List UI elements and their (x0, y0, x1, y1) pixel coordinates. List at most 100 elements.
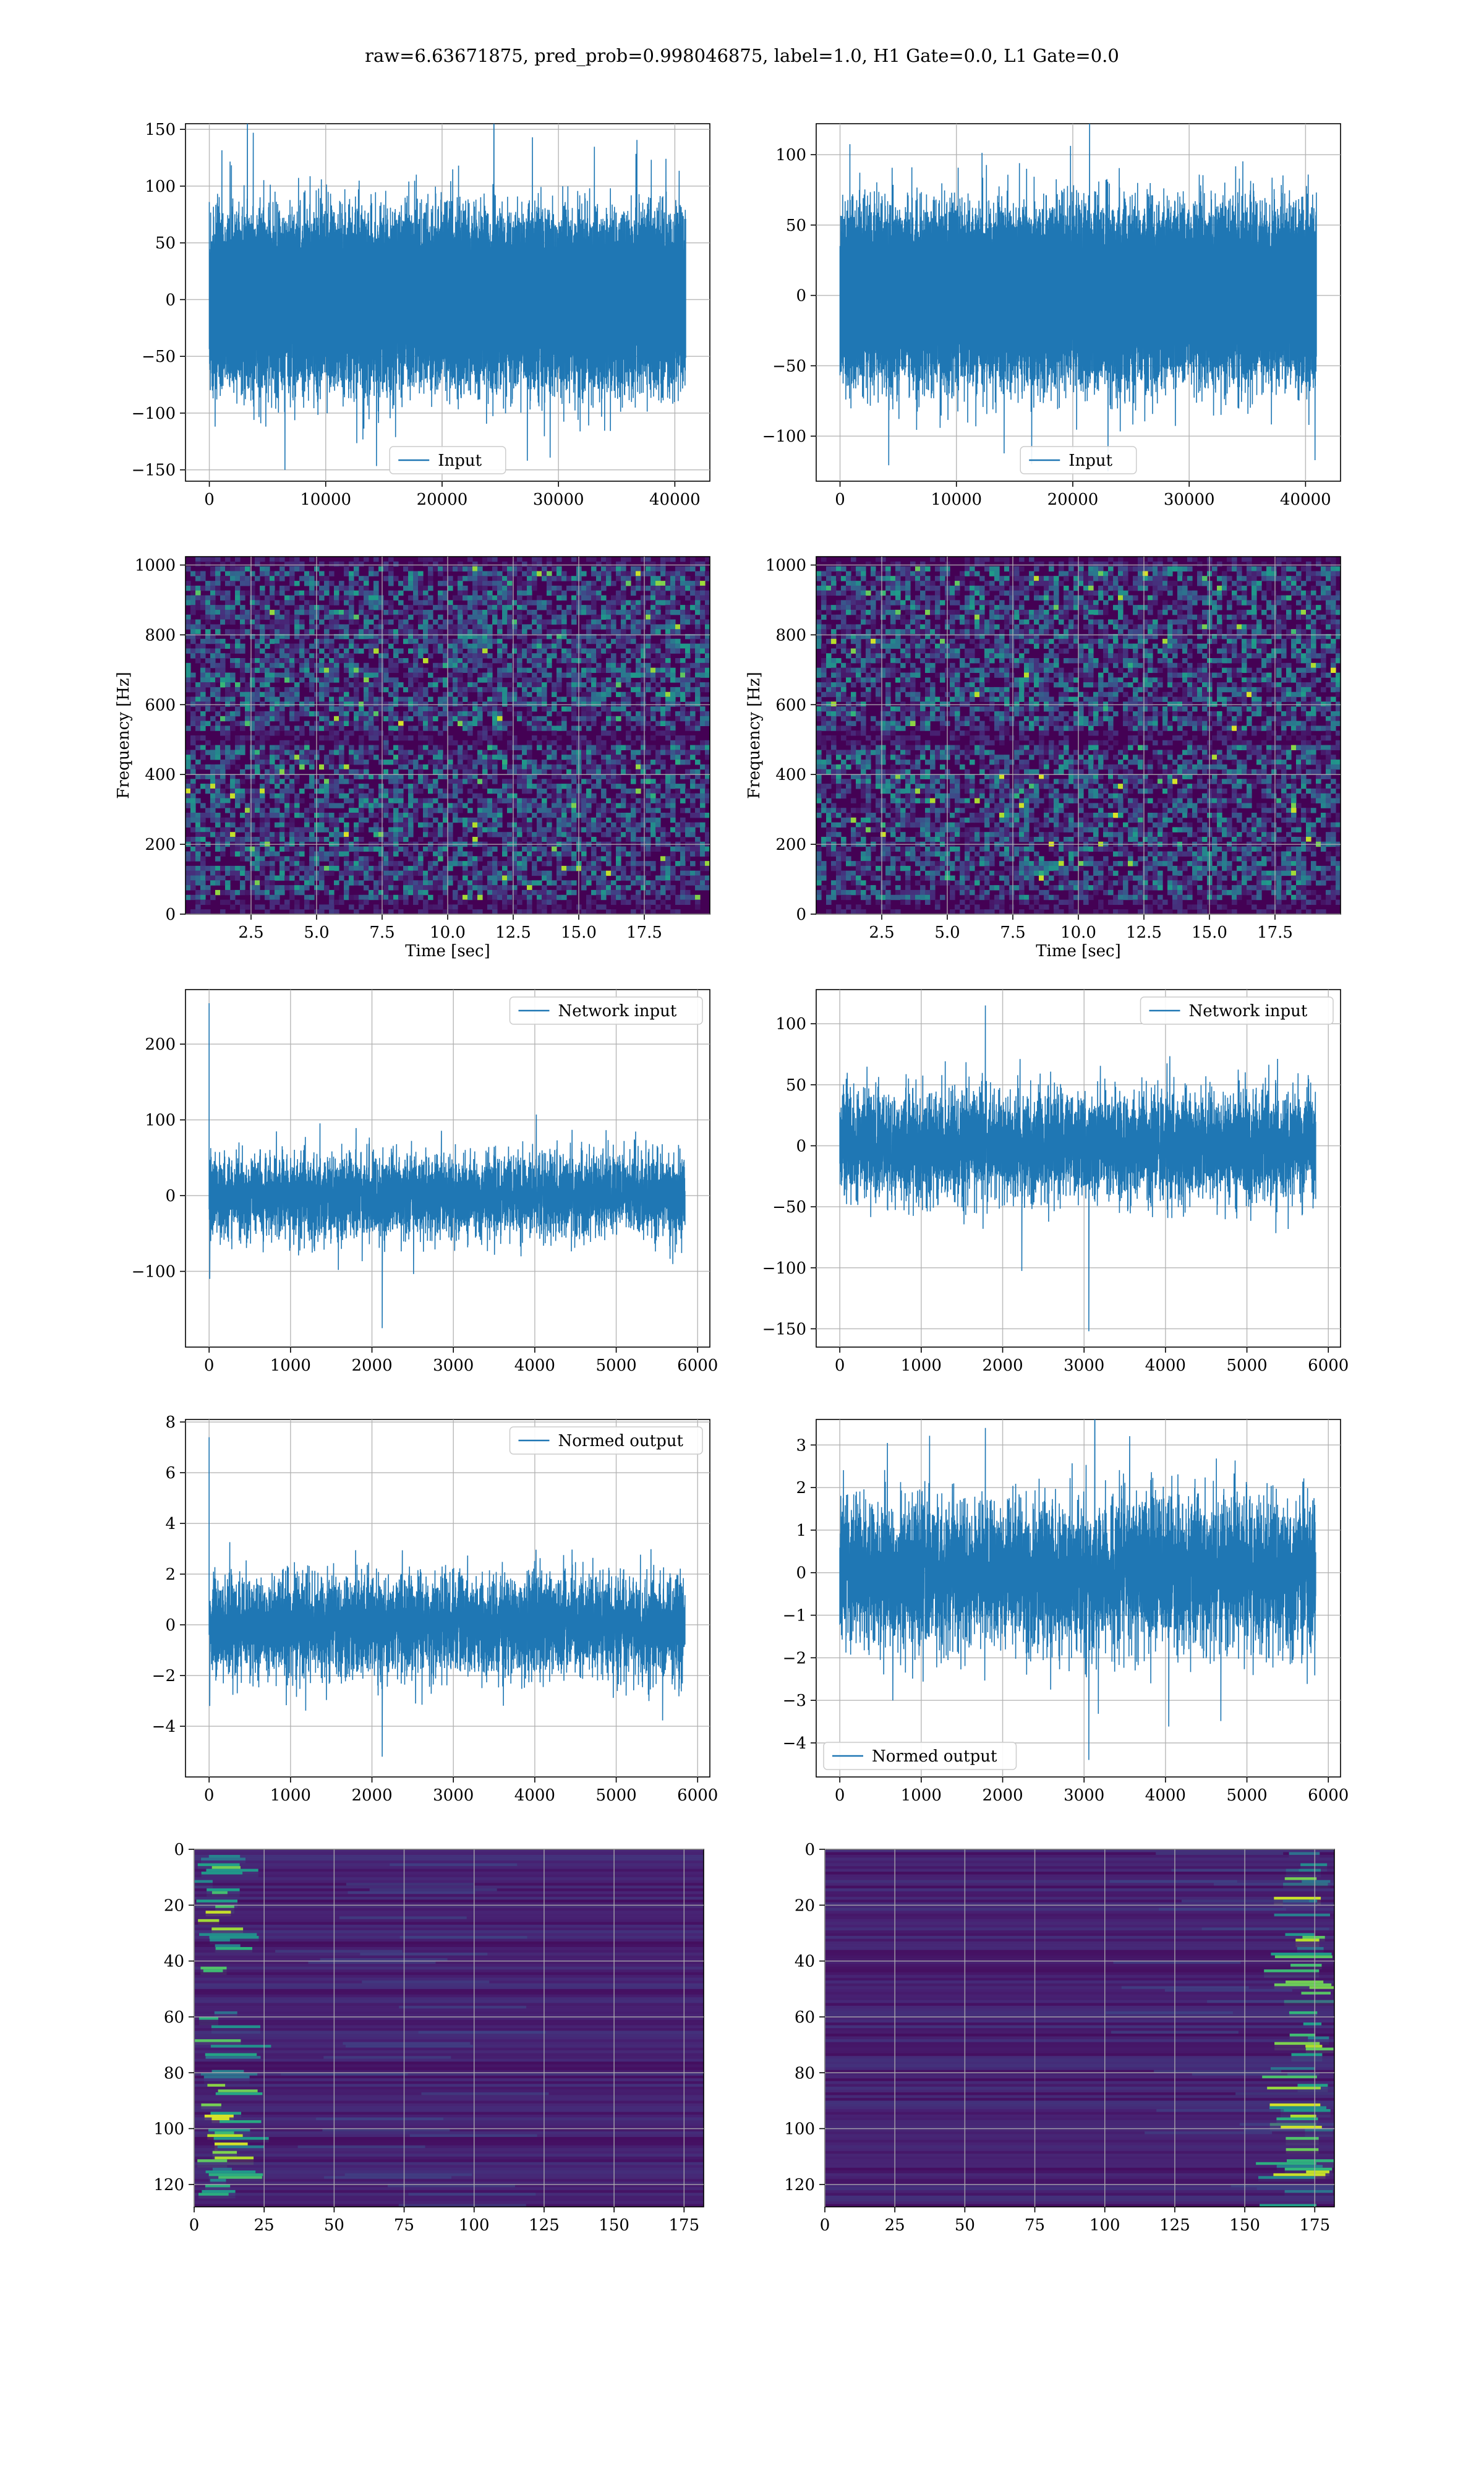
heatmap-cell (606, 687, 612, 693)
heatmap-cell (665, 581, 671, 586)
heatmap-cell (230, 716, 236, 722)
heatmap-cell (349, 662, 354, 669)
heatmap-cell (601, 667, 607, 673)
heatmap-cell (433, 687, 438, 693)
heatmap-cell (695, 672, 701, 678)
heatmap-cell (596, 889, 602, 896)
heatmap-cell (606, 619, 612, 625)
heatmap-cell (685, 566, 691, 571)
heatmap-cell (646, 827, 651, 833)
heatmap-cell (344, 691, 349, 698)
heatmap-cell (220, 750, 226, 755)
heatmap-cell (665, 619, 671, 625)
heatmap-cell (660, 750, 666, 755)
heatmap-cell (304, 662, 310, 669)
heatmap-cell (413, 885, 419, 891)
heatmap-cell (393, 755, 399, 760)
heatmap-cell (309, 624, 315, 630)
heatmap-cell (626, 576, 631, 581)
heatmap-cell (255, 740, 260, 746)
heatmap-cell (670, 585, 676, 591)
heatmap-cell (636, 581, 641, 586)
heatmap-cell (319, 817, 325, 823)
heatmap-cell (695, 653, 701, 659)
heatmap-cell (364, 798, 369, 803)
heatmap-cell (611, 721, 616, 726)
heatmap-cell (304, 813, 310, 818)
heatmap-cell (220, 672, 226, 678)
heatmap-cell (255, 662, 260, 669)
heatmap-cell (250, 726, 255, 731)
heatmap-cell (235, 750, 241, 755)
heatmap-cell (359, 856, 364, 862)
heatmap-cell (423, 667, 429, 673)
heatmap-cell (334, 561, 339, 567)
heatmap-cell (467, 822, 473, 828)
heatmap-cell (215, 832, 221, 837)
heatmap-cell (680, 788, 686, 794)
heatmap-cell (284, 803, 290, 808)
heatmap-cell (378, 624, 384, 630)
heatmap-cell (418, 745, 424, 750)
heatmap-cell (472, 745, 478, 750)
heatmap-cell (641, 885, 646, 891)
heatmap-cell (621, 784, 626, 789)
heatmap-cell (245, 706, 250, 712)
heatmap-cell (245, 808, 250, 813)
heatmap-cell (270, 769, 275, 775)
heatmap-cell (279, 750, 285, 755)
heatmap-cell (616, 875, 621, 881)
heatmap-cell (537, 817, 542, 823)
heatmap-cell (186, 798, 191, 803)
heatmap-cell (463, 706, 468, 712)
heatmap-cell (413, 600, 419, 606)
heatmap-cell (265, 696, 270, 702)
heatmap-cell (542, 846, 547, 852)
heatmap-cell (349, 619, 354, 625)
heatmap-cell (641, 865, 646, 871)
heatmap-cell (334, 624, 339, 630)
heatmap-cell (289, 755, 295, 760)
heatmap-cell (245, 856, 250, 862)
heatmap-cell (542, 861, 547, 867)
heatmap-cell (601, 571, 607, 576)
heatmap-cell (611, 566, 616, 571)
heatmap-cell (547, 822, 552, 828)
heatmap-cell (279, 629, 285, 635)
heatmap-cell (433, 605, 438, 610)
heatmap-cell (235, 755, 241, 760)
heatmap-cell (388, 566, 394, 571)
heatmap-cell (423, 711, 429, 717)
heatmap-cell (641, 822, 646, 828)
heatmap-cell (463, 779, 468, 784)
heatmap-cell (289, 861, 295, 867)
heatmap-cell (225, 590, 231, 596)
heatmap-cell (388, 769, 394, 775)
heatmap-cell (398, 609, 404, 615)
heatmap-cell (235, 590, 241, 596)
heatmap-cell (255, 865, 260, 871)
heatmap-cell (235, 875, 241, 881)
heatmap-cell (373, 581, 379, 586)
heatmap-cell (304, 581, 310, 586)
heatmap-cell (270, 638, 275, 644)
heatmap-cell (215, 764, 221, 770)
heatmap-cell (364, 677, 369, 683)
heatmap-cell (522, 803, 527, 808)
heatmap-cell (695, 837, 701, 842)
heatmap-cell (487, 885, 493, 891)
heatmap-cell (428, 784, 433, 789)
heatmap-cell (571, 711, 577, 717)
heatmap-cell (344, 682, 349, 688)
heatmap-cell (289, 846, 295, 852)
heatmap-cell (512, 696, 518, 702)
heatmap-cell (388, 576, 394, 581)
heatmap-cell (195, 643, 201, 649)
heatmap-cell (675, 735, 681, 741)
heatmap-cell (655, 755, 661, 760)
heatmap-cell (240, 870, 245, 876)
heatmap-cell (265, 769, 270, 775)
heatmap-cell (279, 827, 285, 833)
heatmap-cell (502, 726, 508, 731)
heatmap-cell (388, 774, 394, 779)
